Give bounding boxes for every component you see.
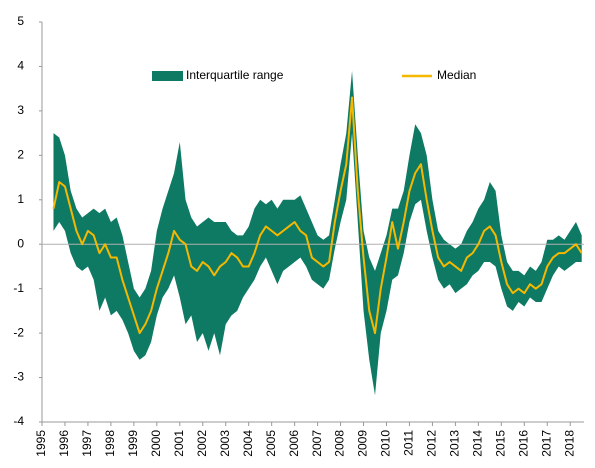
y-tick-label: 2 xyxy=(17,148,24,162)
y-tick-label: -3 xyxy=(13,370,24,384)
legend-label: Median xyxy=(437,68,476,82)
x-tick-label: 2009 xyxy=(356,430,370,457)
y-tick-label: 0 xyxy=(17,236,24,250)
x-tick-label: 1995 xyxy=(34,430,48,457)
legend-swatch xyxy=(152,71,183,81)
y-tick-label: -2 xyxy=(13,325,24,339)
x-tick-label: 2000 xyxy=(149,430,163,457)
x-tick-label: 2014 xyxy=(471,430,485,457)
x-tick-label: 1997 xyxy=(80,430,94,457)
x-tick-label: 1996 xyxy=(57,430,71,457)
x-tick-label: 2008 xyxy=(333,430,347,457)
x-tick-label: 2015 xyxy=(493,430,507,457)
x-tick-label: 2003 xyxy=(218,430,232,457)
iqr-band xyxy=(53,70,582,396)
x-tick-label: 2016 xyxy=(516,430,530,457)
x-tick-label: 2012 xyxy=(425,430,439,457)
x-tick-label: 2001 xyxy=(172,430,186,457)
x-tick-label: 2013 xyxy=(448,430,462,457)
legend-label: Interquartile range xyxy=(186,68,284,82)
y-tick-label: 5 xyxy=(17,14,24,28)
y-tick-label: 1 xyxy=(17,192,24,206)
x-tick-label: 2004 xyxy=(241,430,255,457)
y-tick-label: -4 xyxy=(13,414,24,428)
x-tick-label: 2010 xyxy=(379,430,393,457)
x-tick-label: 2002 xyxy=(195,430,209,457)
x-tick-label: 2011 xyxy=(402,430,416,456)
y-tick-label: 3 xyxy=(17,103,24,117)
y-tick-label: 4 xyxy=(17,59,24,73)
x-tick-label: 2005 xyxy=(264,430,278,457)
median-line xyxy=(52,96,583,335)
x-tick-label: 2017 xyxy=(539,430,553,457)
x-tick-label: 1998 xyxy=(103,430,117,457)
x-tick-label: 2006 xyxy=(287,430,301,457)
x-tick-label: 2007 xyxy=(310,430,324,457)
x-tick-label: 1999 xyxy=(126,430,140,457)
x-tick-label: 2018 xyxy=(562,430,576,457)
y-tick-label: -1 xyxy=(13,281,24,295)
